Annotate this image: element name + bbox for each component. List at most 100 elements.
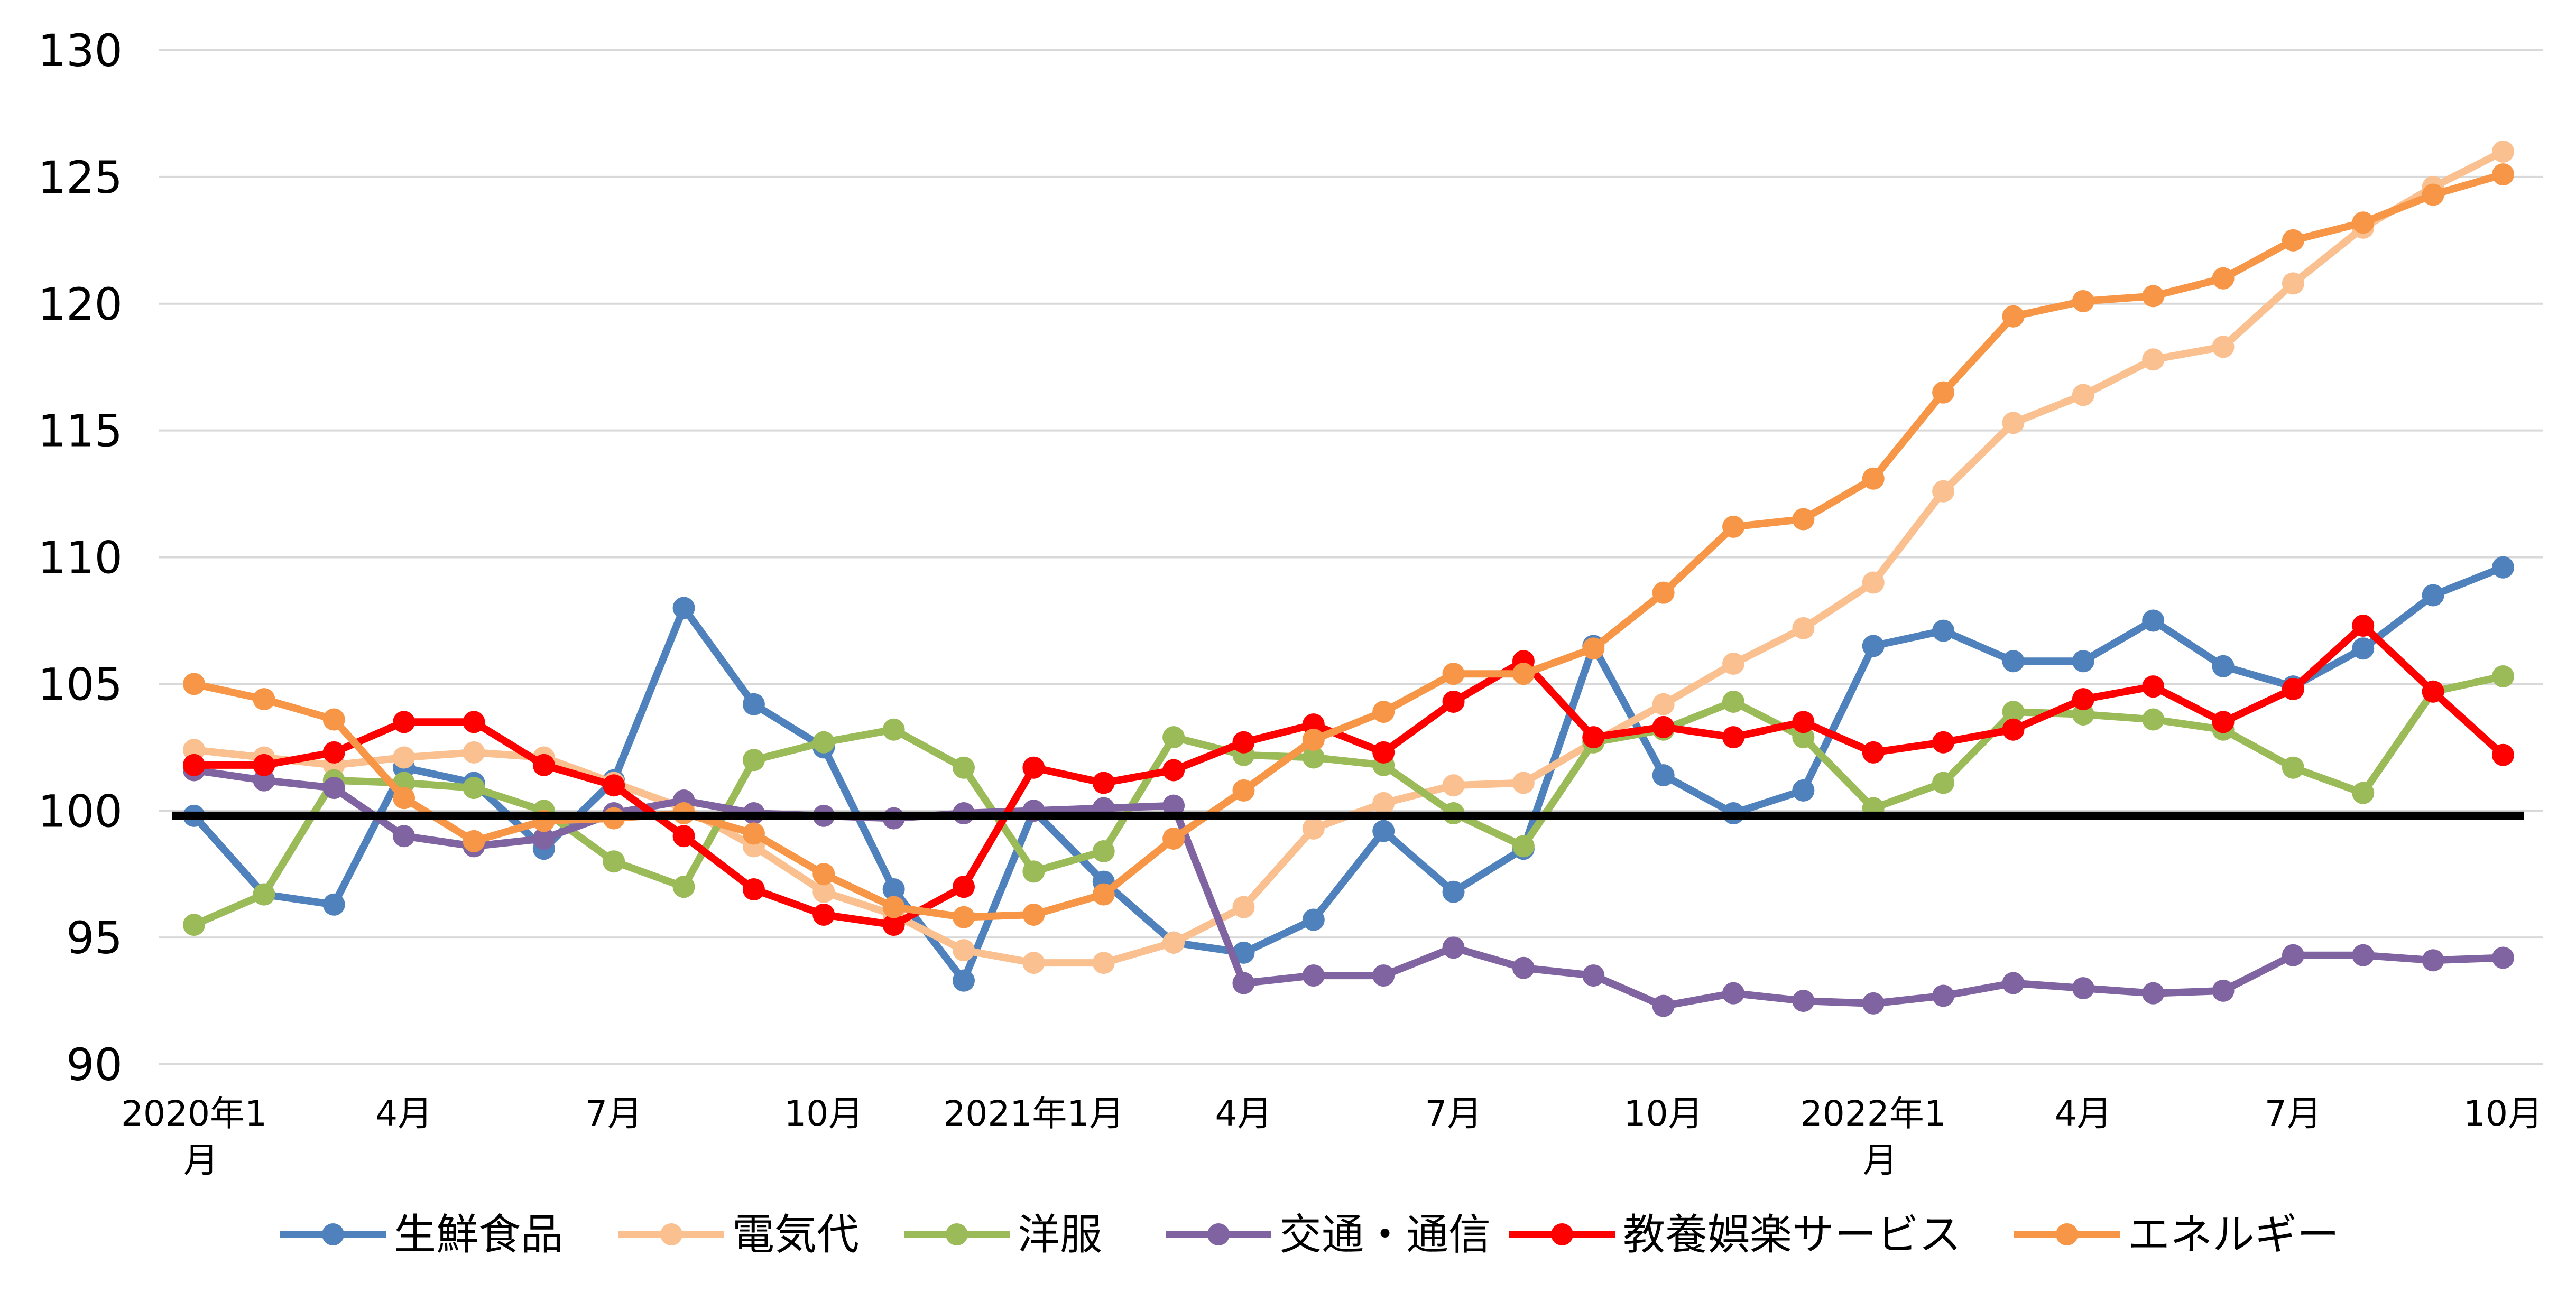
data-point [2072, 384, 2094, 406]
data-point [1022, 903, 1045, 926]
legend-item: エネルギー [2014, 1210, 2339, 1259]
data-point [2492, 743, 2514, 766]
data-point [953, 876, 975, 898]
data-point [393, 825, 416, 848]
data-point [322, 777, 345, 800]
data-point [2212, 336, 2235, 358]
data-point [1302, 746, 1325, 769]
y-axis-tick-labels: 90 95 100 105 110 115 120 125 130 [38, 25, 123, 1091]
data-point [1722, 982, 1744, 1005]
x-tick-label: 7月 [585, 1093, 642, 1134]
data-point [2072, 650, 2094, 673]
data-point [953, 969, 975, 992]
data-point [742, 878, 765, 900]
data-point [882, 914, 905, 936]
data-point [2282, 944, 2304, 966]
data-point [1932, 731, 1955, 754]
data-point [1372, 964, 1395, 987]
data-point [1302, 964, 1325, 987]
data-point [1372, 741, 1395, 764]
data-point [2422, 949, 2444, 972]
legend: 生鮮食品 電気代 洋服 交通・通信 教養娯楽サービス エネルギー [280, 1210, 2339, 1259]
legend-item: 交通・通信 [1166, 1210, 1491, 1259]
data-point [1022, 756, 1045, 779]
series-line [190, 673, 2507, 929]
data-point [1162, 931, 1185, 954]
data-point [463, 711, 485, 733]
data-point [2422, 183, 2444, 206]
data-point [1932, 984, 1955, 1007]
data-point [2002, 972, 2025, 994]
y-tick-label: 120 [38, 278, 123, 330]
data-point [1652, 693, 1675, 715]
data-point [2212, 267, 2235, 290]
series-4 [183, 759, 2514, 1017]
data-point [2492, 946, 2514, 969]
data-point [393, 787, 416, 810]
series-1 [183, 556, 2514, 992]
data-point [1092, 883, 1115, 906]
y-tick-label: 130 [38, 25, 123, 77]
y-tick-label: 100 [38, 785, 123, 837]
data-point [2352, 782, 2375, 804]
y-tick-label: 95 [66, 912, 123, 964]
data-point [1862, 571, 1885, 594]
data-point [463, 777, 485, 800]
data-point [393, 711, 416, 733]
data-point [1792, 779, 1815, 802]
data-point [1162, 828, 1185, 850]
data-point [1512, 956, 1535, 979]
data-point [1862, 467, 1885, 490]
data-point [183, 754, 205, 776]
data-point [1722, 726, 1744, 749]
data-point [882, 878, 905, 900]
data-point [463, 741, 485, 764]
data-point [322, 893, 345, 916]
data-point [1512, 663, 1535, 685]
data-point [1232, 731, 1255, 754]
data-point [1442, 936, 1465, 959]
legend-label: エネルギー [2128, 1210, 2339, 1259]
data-point [1652, 764, 1675, 787]
data-point [1652, 581, 1675, 604]
data-point [882, 896, 905, 918]
data-point [2352, 211, 2375, 234]
data-point [2212, 711, 2235, 733]
series-line [190, 766, 2507, 1010]
data-point [1162, 759, 1185, 782]
series-5 [183, 615, 2514, 936]
data-point [1582, 726, 1605, 749]
data-point [603, 774, 625, 797]
data-point [742, 693, 765, 715]
y-tick-label: 105 [38, 658, 123, 710]
data-point [1792, 990, 1815, 1012]
data-point [393, 746, 416, 769]
data-point [2142, 609, 2165, 632]
data-point [742, 822, 765, 845]
legend-item: 電気代 [618, 1210, 859, 1259]
x-tick-label: 10月 [2463, 1093, 2543, 1134]
data-point [812, 880, 835, 903]
legend-label: 教養娯楽サービス [1623, 1210, 1961, 1259]
data-point [1442, 663, 1465, 685]
y-tick-label: 115 [38, 405, 123, 457]
data-point [2002, 650, 2025, 673]
data-point [1442, 690, 1465, 713]
data-point [672, 597, 695, 619]
data-point [1232, 896, 1255, 918]
data-point [253, 883, 275, 906]
data-point [2002, 412, 2025, 434]
data-point [742, 749, 765, 772]
data-point [183, 739, 205, 761]
data-point [532, 754, 555, 776]
data-point [882, 718, 905, 741]
data-point [1372, 701, 1395, 723]
data-point [463, 830, 485, 852]
data-point [1512, 835, 1535, 858]
data-point [1862, 741, 1885, 764]
data-point [1582, 964, 1605, 987]
data-point [1162, 726, 1185, 749]
data-point [672, 825, 695, 848]
data-point [1022, 952, 1045, 974]
